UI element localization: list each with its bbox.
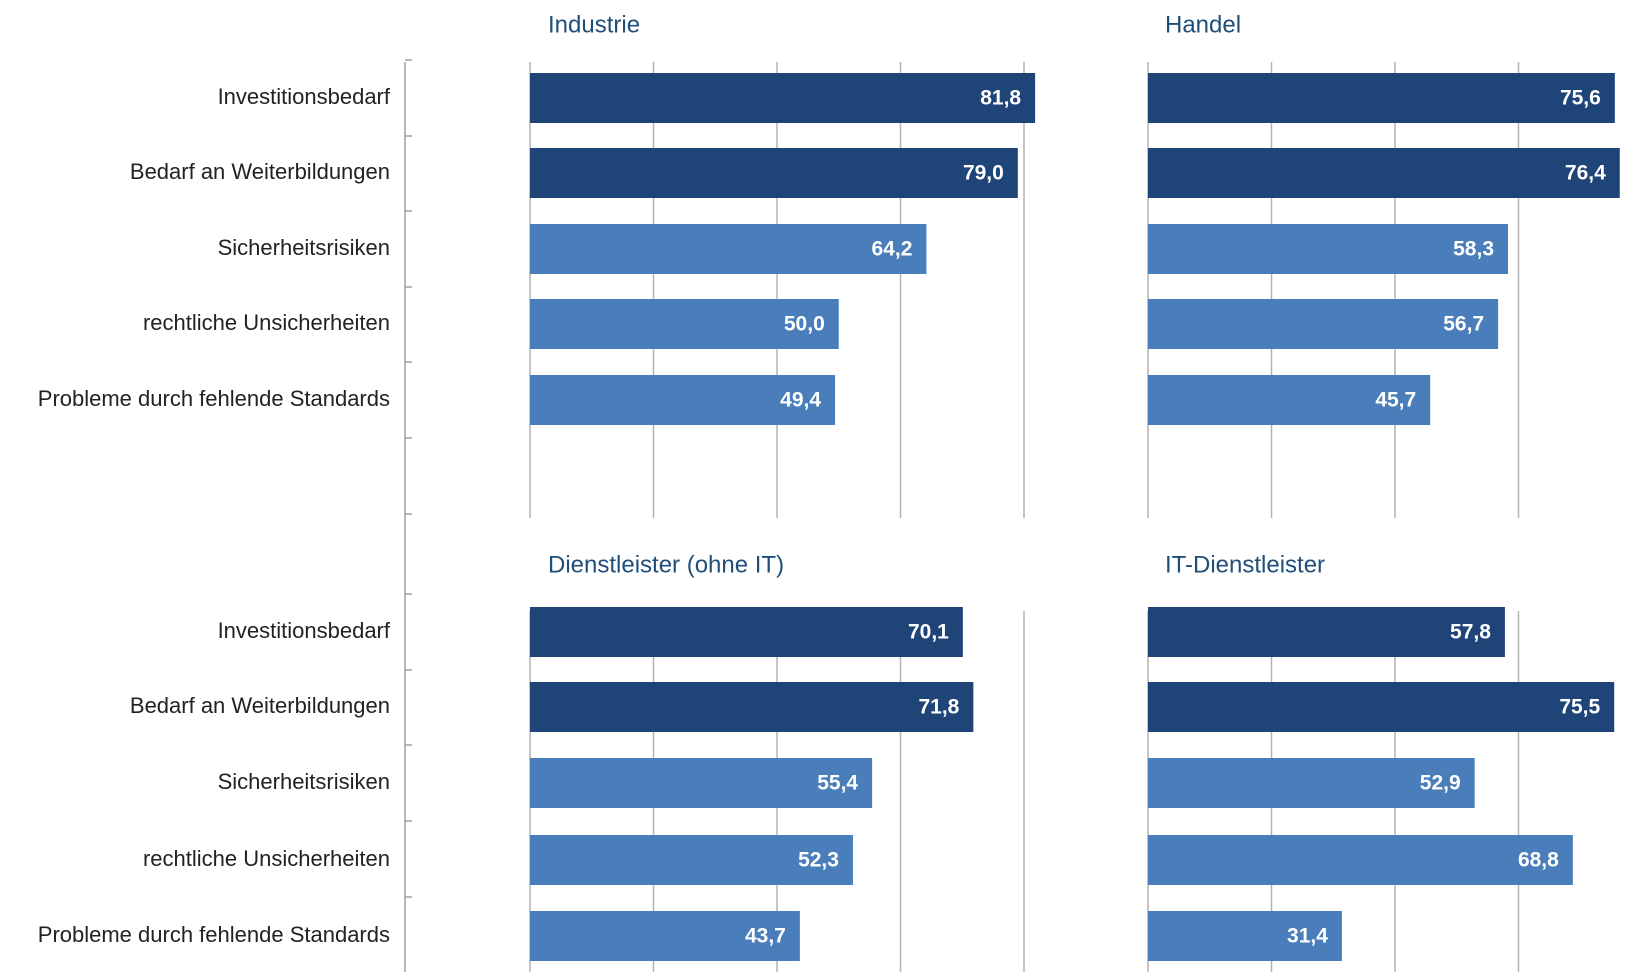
- category-label-top-5: Probleme durch fehlende Standards: [38, 386, 390, 411]
- category-label-top-2: Bedarf an Weiterbildungen: [130, 159, 390, 184]
- bar-value-label-dienstleister-ohne-it-1: 70,1: [908, 621, 949, 644]
- panel-title-industrie: Industrie: [548, 11, 640, 38]
- bar-value-label-industrie-3: 64,2: [872, 238, 913, 261]
- bar-value-label-dienstleister-ohne-it-3: 55,4: [817, 772, 858, 795]
- category-label-top-3: Sicherheitsrisiken: [218, 235, 390, 260]
- bar-handel-5: [1148, 375, 1431, 425]
- category-label-bottom-1: Investitionsbedarf: [218, 618, 391, 643]
- bar-industrie-1: [530, 73, 1036, 123]
- bar-it-dienstleister-2: [1148, 682, 1615, 732]
- bar-handel-1: [1148, 73, 1615, 123]
- bar-value-label-it-dienstleister-1: 57,8: [1450, 621, 1491, 644]
- panel-title-dienstleister-ohne-it: Dienstleister (ohne IT): [548, 551, 784, 578]
- category-label-top-4: rechtliche Unsicherheiten: [143, 310, 390, 335]
- bar-it-dienstleister-4: [1148, 835, 1573, 885]
- bar-dienstleister-ohne-it-2: [530, 682, 974, 732]
- bar-industrie-2: [530, 148, 1018, 198]
- bar-value-label-handel-1: 75,6: [1560, 87, 1601, 110]
- bar-it-dienstleister-5: [1148, 911, 1342, 961]
- bar-value-label-industrie-1: 81,8: [980, 87, 1021, 110]
- bar-value-label-dienstleister-ohne-it-2: 71,8: [918, 696, 959, 719]
- bar-value-label-dienstleister-ohne-it-5: 43,7: [745, 925, 786, 948]
- bar-industrie-3: [530, 224, 927, 274]
- category-label-bottom-4: rechtliche Unsicherheiten: [143, 846, 390, 871]
- bar-dienstleister-ohne-it-4: [530, 835, 853, 885]
- bar-value-label-it-dienstleister-5: 31,4: [1287, 925, 1328, 948]
- category-label-top-1: Investitionsbedarf: [218, 84, 391, 109]
- bar-handel-3: [1148, 224, 1509, 274]
- bar-value-label-it-dienstleister-3: 52,9: [1420, 772, 1461, 795]
- panel-title-it-dienstleister: IT-Dienstleister: [1165, 551, 1325, 578]
- bar-value-label-dienstleister-ohne-it-4: 52,3: [798, 849, 839, 872]
- bar-handel-4: [1148, 299, 1499, 349]
- bar-value-label-industrie-5: 49,4: [780, 389, 821, 412]
- category-label-bottom-5: Probleme durch fehlende Standards: [38, 922, 390, 947]
- bar-value-label-industrie-4: 50,0: [784, 313, 825, 336]
- category-label-bottom-3: Sicherheitsrisiken: [218, 769, 390, 794]
- bar-industrie-5: [530, 375, 836, 425]
- bar-dienstleister-ohne-it-3: [530, 758, 873, 808]
- bar-dienstleister-ohne-it-5: [530, 911, 800, 961]
- bar-industrie-4: [530, 299, 839, 349]
- bar-it-dienstleister-1: [1148, 607, 1505, 657]
- bar-value-label-industrie-2: 79,0: [963, 162, 1004, 185]
- bar-dienstleister-ohne-it-1: [530, 607, 963, 657]
- bar-value-label-handel-5: 45,7: [1375, 389, 1416, 412]
- bar-value-label-handel-3: 58,3: [1453, 238, 1494, 261]
- bar-handel-2: [1148, 148, 1620, 198]
- bar-value-label-handel-4: 56,7: [1443, 313, 1484, 336]
- bar-value-label-handel-2: 76,4: [1565, 162, 1606, 185]
- panel-title-handel: Handel: [1165, 11, 1241, 38]
- bar-value-label-it-dienstleister-4: 68,8: [1518, 849, 1559, 872]
- category-label-bottom-2: Bedarf an Weiterbildungen: [130, 693, 390, 718]
- bar-it-dienstleister-3: [1148, 758, 1475, 808]
- bar-value-label-it-dienstleister-2: 75,5: [1559, 696, 1600, 719]
